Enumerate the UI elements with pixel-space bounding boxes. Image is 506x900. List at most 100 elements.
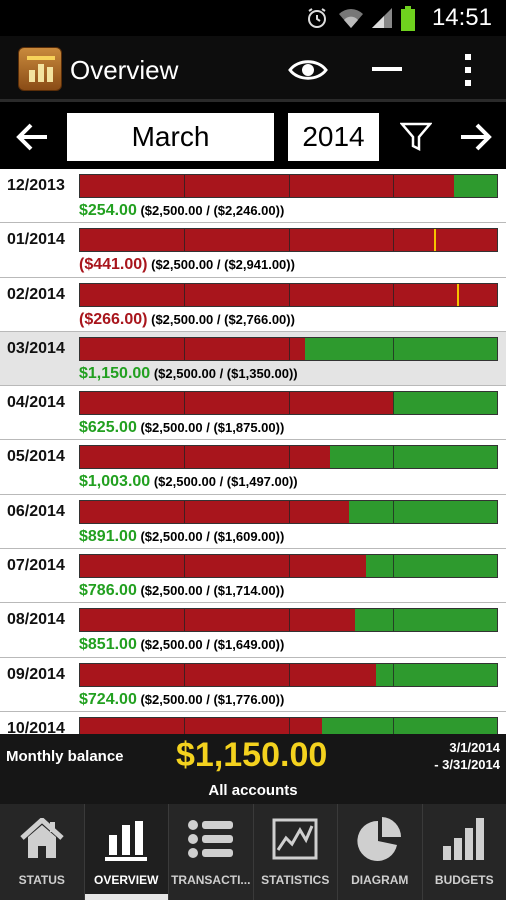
arrow-right-icon[interactable] — [452, 113, 500, 161]
list-item[interactable]: 04/2014 $625.00 ($2,500.00 / ($1,875.00)) — [0, 386, 506, 441]
list-item[interactable]: 02/2014 ($266.00) ($2,500.00 / ($2,766.00… — [0, 277, 506, 332]
list-item[interactable]: 12/2013 $254.00 ($2,500.00 / ($2,246.00)) — [0, 169, 506, 224]
alarm-icon — [305, 6, 329, 35]
tab-budgets[interactable]: BUDGETS — [423, 804, 506, 900]
bar-gridline — [184, 500, 186, 523]
budget-spent-fill — [80, 446, 330, 469]
app-logo-icon[interactable] — [18, 47, 62, 91]
date-range-start: 3/1/2014 — [449, 740, 500, 755]
account-filter-label[interactable]: All accounts — [208, 782, 298, 799]
row-balance-amount: $1,150.00 — [79, 364, 151, 382]
list-item[interactable]: 03/2014 $1,150.00 ($2,500.00 / ($1,350.00… — [0, 331, 506, 387]
bar-gridline — [288, 337, 290, 360]
bar-gridline — [288, 283, 290, 306]
bar-gridline — [392, 609, 394, 632]
list-item[interactable]: 09/2014 $724.00 ($2,500.00 / ($1,776.00)) — [0, 657, 506, 712]
row-month: 10/2014 — [7, 719, 65, 734]
date-range: 3/1/2014 - 3/31/2014 — [434, 739, 500, 773]
budget-progress-bar — [79, 499, 498, 524]
tab-transactions[interactable]: TRANSACTI... — [169, 804, 254, 900]
bar-gridline — [392, 392, 394, 415]
list-icon — [169, 814, 253, 864]
bar-gridline — [288, 392, 290, 415]
bar-gridline — [288, 229, 290, 252]
balance-value: $1,150.00 — [176, 736, 328, 774]
row-balance-line: $1,150.00 ($2,500.00 / ($1,350.00)) — [79, 365, 298, 383]
row-balance-amount: ($266.00) — [79, 310, 148, 328]
monthly-budget-list[interactable]: 12/2013 $254.00 ($2,500.00 / ($2,246.00))… — [0, 169, 506, 734]
date-range-end: - 3/31/2014 — [434, 757, 500, 772]
budget-spent-fill — [80, 175, 455, 197]
tab-status[interactable]: STATUS — [0, 804, 85, 900]
list-item[interactable]: 07/2014 $786.00 ($2,500.00 / ($1,714.00)) — [0, 549, 506, 604]
row-balance-amount: ($441.00) — [79, 256, 148, 274]
bar-gridline — [392, 555, 394, 578]
row-month: 09/2014 — [7, 665, 65, 683]
tab-label: TRANSACTI... — [171, 873, 251, 887]
row-balance-amount: $891.00 — [79, 527, 137, 545]
tab-diagram[interactable]: DIAGRAM — [338, 804, 423, 900]
row-budget-detail: ($2,500.00 / ($1,776.00)) — [140, 691, 285, 707]
budget-limit-marker — [434, 229, 437, 252]
status-clock: 14:51 — [431, 4, 492, 31]
budget-progress-bar — [79, 554, 498, 579]
bar-gridline — [288, 446, 290, 469]
budget-spent-fill — [80, 500, 349, 523]
bar-gridline — [288, 500, 290, 523]
row-month: 04/2014 — [7, 394, 65, 412]
budget-spent-fill — [80, 555, 367, 578]
battery-icon — [400, 6, 416, 37]
filter-icon[interactable] — [392, 113, 440, 161]
bar-gridline — [392, 337, 394, 360]
row-month: 12/2013 — [7, 177, 65, 194]
tab-label: OVERVIEW — [94, 873, 159, 887]
list-item[interactable]: 10/2014 — [0, 711, 506, 734]
list-item[interactable]: 06/2014 $891.00 ($2,500.00 / ($1,609.00)) — [0, 494, 506, 550]
bar-gridline — [392, 175, 394, 197]
row-budget-detail: ($2,500.00 / ($1,875.00)) — [140, 420, 285, 436]
bar-gridline — [392, 229, 394, 252]
list-item[interactable]: 05/2014 $1,003.00 ($2,500.00 / ($1,497.00… — [0, 440, 506, 495]
bar-chart-icon — [85, 814, 169, 864]
tab-statistics[interactable]: STATISTICS — [254, 804, 338, 900]
bar-gridline — [184, 555, 186, 578]
budget-progress-bar — [79, 174, 498, 198]
row-balance-line: $851.00 ($2,500.00 / ($1,649.00)) — [79, 636, 284, 654]
period-navigation: March 2014 — [0, 105, 506, 169]
month-selector[interactable]: March — [67, 113, 274, 161]
row-month: 05/2014 — [7, 448, 65, 466]
row-balance-line: $254.00 ($2,500.00 / ($2,246.00)) — [79, 202, 284, 220]
budget-progress-bar — [79, 716, 498, 734]
overflow-menu-icon[interactable] — [446, 48, 490, 92]
tab-overview[interactable]: OVERVIEW — [84, 804, 169, 900]
budget-progress-bar — [79, 445, 498, 470]
row-balance-line: $724.00 ($2,500.00 / ($1,776.00)) — [79, 691, 284, 709]
row-balance-amount: $625.00 — [79, 419, 137, 437]
budget-spent-fill — [80, 609, 356, 632]
wifi-icon — [338, 6, 364, 35]
tab-label: STATUS — [18, 873, 65, 887]
row-month: 02/2014 — [7, 285, 65, 303]
year-selector[interactable]: 2014 — [288, 113, 379, 161]
balance-label: Monthly balance — [6, 748, 124, 765]
minus-icon[interactable] — [365, 48, 409, 92]
list-item[interactable]: 01/2014 ($441.00) ($2,500.00 / ($2,941.00… — [0, 223, 506, 278]
tab-label: STATISTICS — [261, 873, 330, 887]
bottom-tab-bar: STATUS OVERVIEW TRANSACTI... STATISTICS … — [0, 804, 506, 900]
row-balance-line: $1,003.00 ($2,500.00 / ($1,497.00)) — [79, 473, 298, 491]
row-month: 07/2014 — [7, 557, 65, 575]
eye-icon[interactable] — [286, 48, 330, 92]
list-item[interactable]: 08/2014 $851.00 ($2,500.00 / ($1,649.00)) — [0, 603, 506, 658]
bar-gridline — [184, 717, 186, 734]
bar-gridline — [288, 175, 290, 197]
arrow-left-icon[interactable] — [8, 113, 56, 161]
budget-spent-fill — [80, 663, 377, 686]
row-balance-amount: $786.00 — [79, 582, 137, 600]
row-balance-line: $891.00 ($2,500.00 / ($1,609.00)) — [79, 528, 284, 546]
active-tab-indicator — [84, 894, 168, 900]
line-chart-icon — [254, 814, 338, 864]
signal-icon — [370, 6, 394, 35]
row-balance-amount: $1,003.00 — [79, 473, 151, 491]
row-balance-line: $786.00 ($2,500.00 / ($1,714.00)) — [79, 582, 284, 600]
bar-gridline — [392, 446, 394, 469]
